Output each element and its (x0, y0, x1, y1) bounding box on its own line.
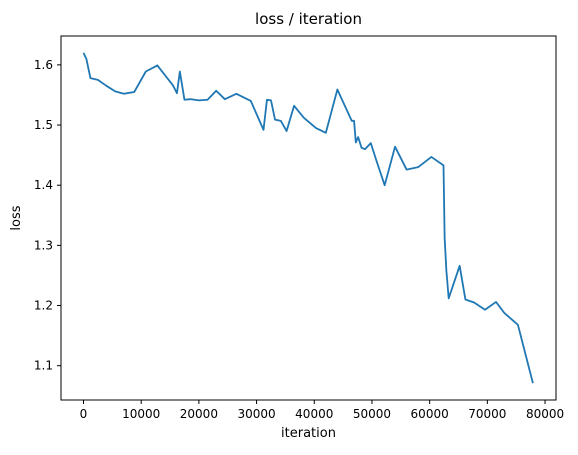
x-axis-label: iteration (281, 426, 336, 441)
y-tick-label: 1.6 (34, 58, 53, 72)
series-line-0 (82, 52, 534, 384)
x-tick-label: 10000 (122, 407, 160, 421)
x-tick-label: 70000 (468, 407, 506, 421)
chart-title: loss / iteration (255, 10, 362, 28)
x-tick-label: 50000 (353, 407, 391, 421)
plot-frame (60, 35, 557, 401)
y-tick-label: 1.3 (34, 238, 53, 252)
x-axis-ticks: 0 10000 20000 30000 40000 50000 60000 70000 8000… (80, 400, 564, 421)
y-axis-label: loss (9, 205, 24, 230)
x-tick-label: 80000 (526, 407, 564, 421)
x-tick-label: 20000 (180, 407, 218, 421)
x-tick-label: 60000 (411, 407, 449, 421)
y-tick-label: 1.4 (34, 178, 53, 192)
x-tick-label: 30000 (237, 407, 275, 421)
y-tick-label: 1.5 (34, 118, 53, 132)
series-layer (82, 52, 534, 384)
x-tick-label: 0 (80, 407, 88, 421)
y-tick-label: 1.1 (34, 359, 53, 373)
x-tick-label: 40000 (295, 407, 333, 421)
y-tick-label: 1.2 (34, 299, 53, 313)
y-axis-ticks: 1.1 1.2 1.3 1.4 1.5 1.6 (34, 58, 61, 373)
plot-area (61, 36, 556, 400)
